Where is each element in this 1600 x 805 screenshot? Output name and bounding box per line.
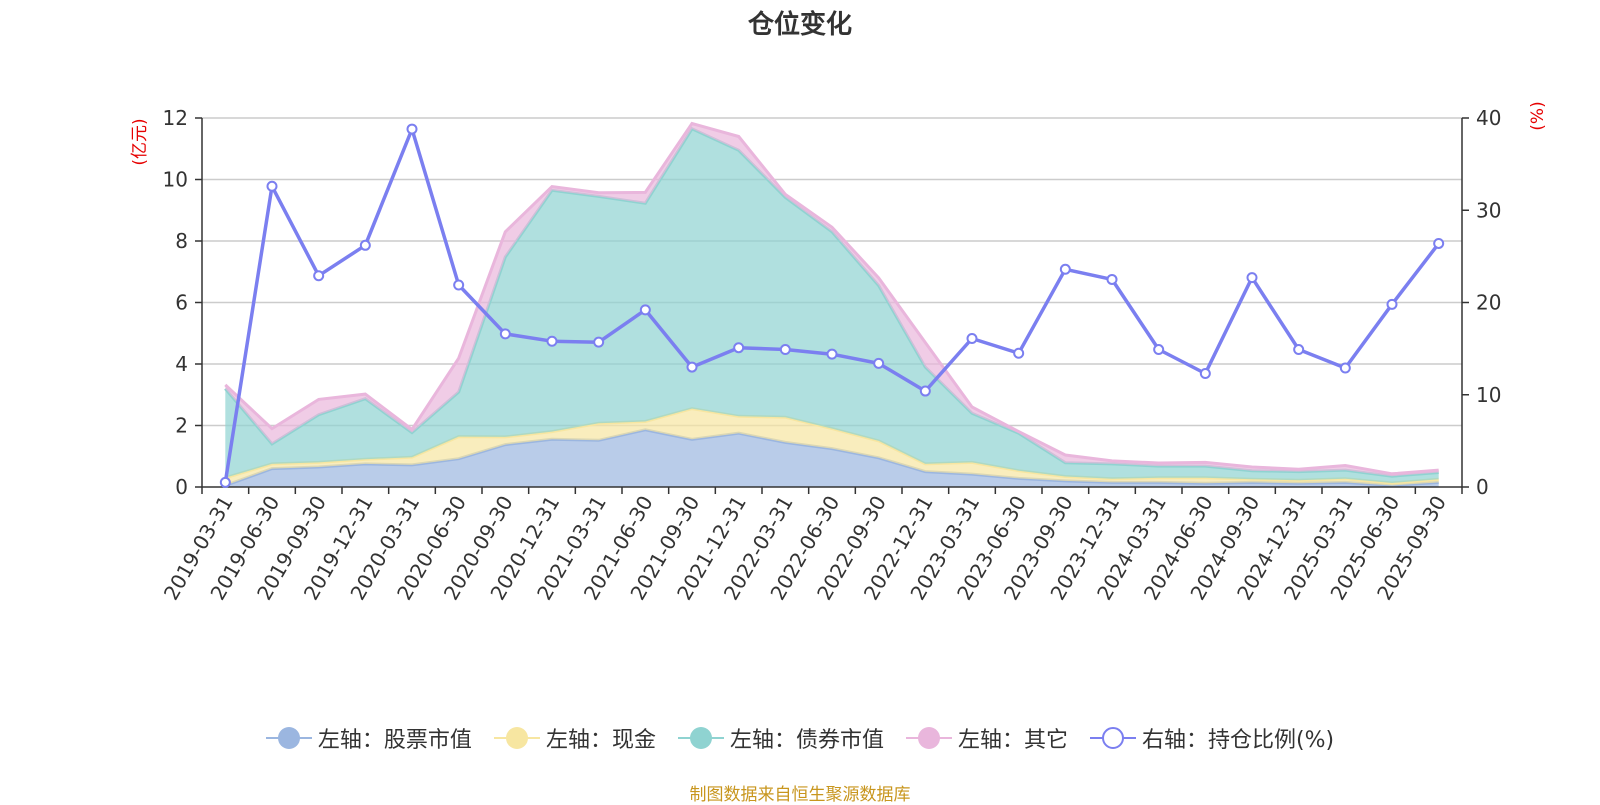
ratio-point <box>499 328 511 340</box>
ratio-point <box>1153 344 1165 356</box>
left-tick-label: 2 <box>175 414 188 438</box>
legend-item-bond[interactable]: 左轴：债券市值 <box>677 722 884 754</box>
ratio-point <box>406 123 418 135</box>
right-tick-label: 40 <box>1476 106 1501 130</box>
ratio-point <box>546 335 558 347</box>
right-tick-label: 20 <box>1476 291 1501 315</box>
left-tick-label: 4 <box>175 352 188 376</box>
ratio-point <box>359 239 371 251</box>
left-tick-label: 12 <box>163 106 188 130</box>
area-cash <box>225 408 1439 486</box>
legend-item-stock[interactable]: 左轴：股票市值 <box>265 722 472 754</box>
ratio-point <box>826 348 838 360</box>
stacked-areas <box>224 121 1439 488</box>
ratio-point <box>686 361 698 373</box>
ratio-point <box>1433 237 1445 249</box>
legend-label: 左轴：现金 <box>545 728 656 753</box>
right-tick-label: 30 <box>1476 198 1501 222</box>
ratio-point <box>266 180 278 192</box>
legend-label: 左轴：其它 <box>957 728 1068 753</box>
ratio-point <box>1013 347 1025 359</box>
area-bond <box>225 128 1439 484</box>
ratio-line <box>219 123 1445 488</box>
data-source-note: 制图数据来自恒生聚源数据库 <box>689 785 911 805</box>
area-stock <box>225 429 1439 487</box>
area-other <box>225 123 1439 477</box>
left-tick-label: 6 <box>175 291 188 315</box>
right-axis-unit: (%) <box>1528 101 1548 130</box>
ratio-point <box>1339 362 1351 374</box>
ratio-point <box>593 336 605 348</box>
area-edge-other <box>224 121 1439 476</box>
ratio-point <box>733 342 745 354</box>
right-tick-label: 0 <box>1476 475 1489 499</box>
chart-canvas: 0246810120102030402019-03-312019-06-3020… <box>130 101 1548 604</box>
left-tick-label: 10 <box>163 168 188 192</box>
ratio-point <box>219 476 231 488</box>
legend-ratio-icon <box>1089 725 1136 751</box>
legend-item-cash[interactable]: 左轴：现金 <box>493 722 656 754</box>
ratio-point <box>639 304 651 316</box>
legend-bond-icon <box>677 725 724 751</box>
legend-label: 左轴：债券市值 <box>729 728 884 753</box>
ratio-point <box>873 357 885 369</box>
left-tick-label: 0 <box>175 475 188 499</box>
ratio-point <box>1059 263 1071 275</box>
ratio-point <box>1106 273 1118 285</box>
chart-legend: 左轴：股票市值 左轴：现金 左轴：债券市值 左轴：其它 右轴：持仓比例(%) <box>0 722 1600 754</box>
ratio-point <box>453 279 465 291</box>
ratio-point <box>1246 272 1258 284</box>
left-tick-label: 8 <box>175 229 188 253</box>
legend-stock-icon <box>265 725 312 751</box>
legend-label: 右轴：持仓比例(%) <box>1141 728 1335 753</box>
ratio-point <box>779 344 791 356</box>
chart-title: 仓位变化 <box>747 10 852 40</box>
legend-item-other[interactable]: 左轴：其它 <box>905 722 1068 754</box>
legend-item-ratio[interactable]: 右轴：持仓比例(%) <box>1089 722 1335 754</box>
left-axis-unit: (亿元) <box>130 118 150 165</box>
ratio-point <box>1293 344 1305 356</box>
ratio-point <box>1386 298 1398 310</box>
ratio-point <box>919 385 931 397</box>
legend-label: 左轴：股票市值 <box>317 728 472 753</box>
right-tick-label: 10 <box>1476 383 1501 407</box>
ratio-point <box>966 332 978 344</box>
legend-cash-icon <box>493 725 540 751</box>
ratio-point <box>313 270 325 282</box>
legend-other-icon <box>905 725 952 751</box>
ratio-point <box>1199 368 1211 380</box>
